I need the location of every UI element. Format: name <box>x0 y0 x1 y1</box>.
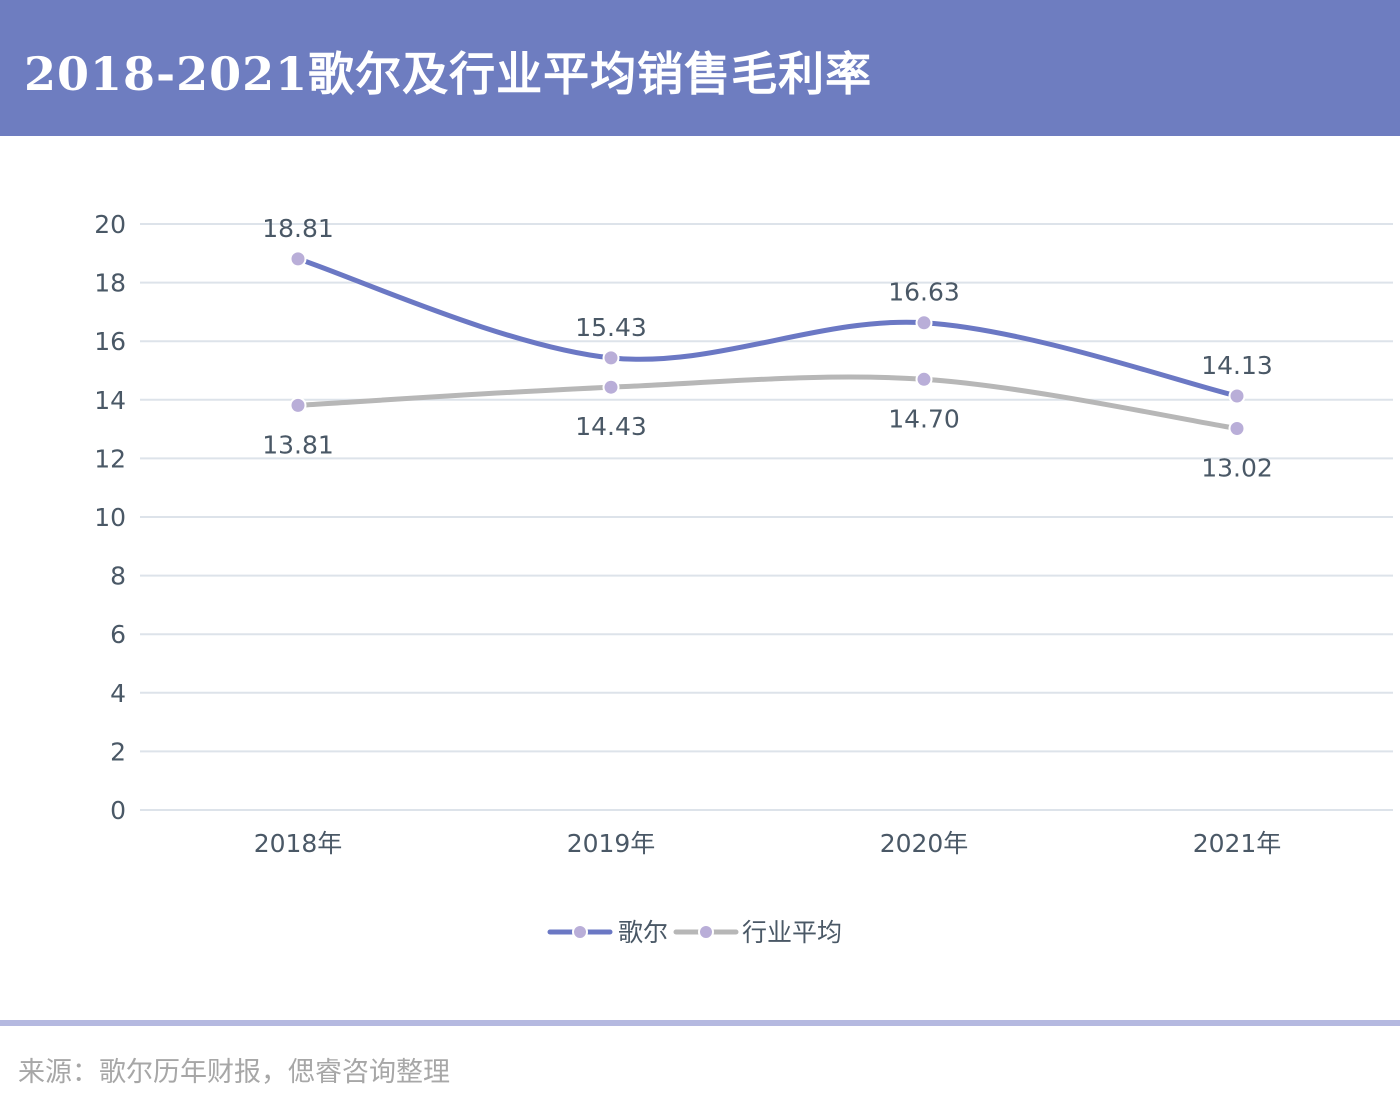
y-tick-label: 2 <box>110 737 126 766</box>
legend-label: 行业平均 <box>742 918 842 947</box>
y-tick-label: 14 <box>94 386 126 415</box>
data-point <box>915 314 933 332</box>
legend-swatch-marker <box>698 924 714 940</box>
data-point <box>289 250 307 268</box>
data-label: 13.81 <box>262 430 334 459</box>
legend-item: 行业平均 <box>673 918 842 947</box>
x-tick-label: 2021年 <box>1193 829 1282 858</box>
data-label: 14.70 <box>888 404 960 433</box>
data-point <box>289 396 307 414</box>
data-label: 15.43 <box>575 313 647 342</box>
y-tick-label: 12 <box>94 444 126 473</box>
y-tick-label: 0 <box>110 796 126 825</box>
chart-legend: 歌尔 行业平均 <box>547 918 842 947</box>
y-tick-label: 6 <box>110 620 126 649</box>
data-point <box>1228 387 1246 405</box>
data-labels: 18.81 15.43 16.63 14.13 13.81 14.43 14.70 13.02 <box>262 214 1273 483</box>
y-tick-label: 8 <box>110 562 126 591</box>
x-axis-ticks: 2018年 2019年 2020年 2021年 <box>254 829 1282 858</box>
legend-swatch-marker <box>572 924 588 940</box>
series-line-goertek <box>295 256 1240 399</box>
data-label: 14.13 <box>1201 351 1273 380</box>
source-note: 来源：歌尔历年财报，偲睿咨询整理 <box>18 1057 450 1088</box>
chart-title: 2018-2021歌尔及行业平均销售毛利率 <box>24 47 873 101</box>
data-point <box>602 378 620 396</box>
grid-lines <box>140 223 1393 811</box>
y-axis-ticks: 0 2 4 6 8 10 12 14 16 18 20 <box>94 210 126 825</box>
legend-item: 歌尔 <box>547 918 668 947</box>
data-label: 16.63 <box>888 278 960 307</box>
y-tick-label: 10 <box>94 503 126 532</box>
y-tick-label: 18 <box>94 269 126 298</box>
y-tick-label: 4 <box>110 679 126 708</box>
footer-divider <box>0 1020 1400 1026</box>
data-markers <box>289 250 1246 438</box>
data-label: 18.81 <box>262 214 334 243</box>
data-point <box>915 370 933 388</box>
line-chart: 0 2 4 6 8 10 12 14 16 18 20 2018年 2019年 2020年 2021年 1… <box>94 210 1393 947</box>
chart-header: 2018-2021歌尔及行业平均销售毛利率 <box>0 0 1400 136</box>
y-tick-label: 16 <box>94 327 126 356</box>
data-label: 14.43 <box>575 412 647 441</box>
x-tick-label: 2020年 <box>880 829 969 858</box>
x-tick-label: 2018年 <box>254 829 343 858</box>
y-tick-label: 20 <box>94 210 126 239</box>
data-point <box>1228 420 1246 438</box>
series-lines <box>295 256 1240 432</box>
x-tick-label: 2019年 <box>567 829 656 858</box>
legend-label: 歌尔 <box>618 918 668 947</box>
series-line-industry <box>295 374 1240 432</box>
data-point <box>602 349 620 367</box>
data-label: 13.02 <box>1201 454 1273 483</box>
